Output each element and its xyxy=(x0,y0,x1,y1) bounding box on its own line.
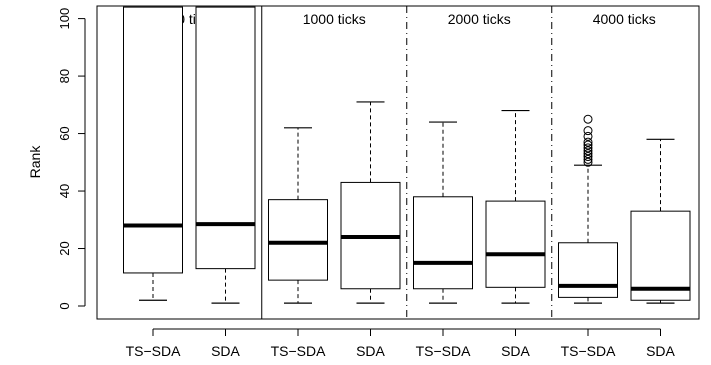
y-tick-label: 20 xyxy=(57,241,72,255)
group-label: 2000 ticks xyxy=(448,11,511,27)
x-tick-label: TS−SDA xyxy=(561,343,617,359)
box xyxy=(413,196,473,290)
x-tick-label: TS−SDA xyxy=(271,343,327,359)
outlier-point xyxy=(583,146,593,156)
x-tick-label: SDA xyxy=(211,343,240,359)
x-tick-label: SDA xyxy=(356,343,385,359)
box xyxy=(123,6,183,274)
x-tick-label: SDA xyxy=(501,343,530,359)
box xyxy=(630,210,691,301)
outlier-point xyxy=(583,143,593,153)
y-tick-label: 0 xyxy=(57,302,72,309)
outlier-point xyxy=(583,149,593,159)
outlier-point xyxy=(583,137,593,147)
group-label: 4000 ticks xyxy=(593,11,656,27)
x-tick-label: TS−SDA xyxy=(126,343,182,359)
plot-frame xyxy=(96,5,700,320)
y-tick-label: 40 xyxy=(57,184,72,198)
x-axis: TS−SDA SDA TS−SDA SDA TS−SDA SDA TS−SDA SDA xyxy=(126,328,676,359)
outlier-point xyxy=(583,131,593,141)
outlier-point xyxy=(583,126,593,136)
y-tick-label: 100 xyxy=(57,8,72,30)
y-axis-label: Rank xyxy=(27,145,43,179)
box xyxy=(268,199,328,281)
box xyxy=(195,6,256,270)
box xyxy=(558,242,618,298)
group-separators xyxy=(261,6,553,319)
outlier-point xyxy=(583,152,593,162)
y-axis: 0 20 40 60 80 100 xyxy=(57,8,86,310)
outlier-point xyxy=(583,114,593,124)
y-tick-label: 60 xyxy=(57,126,72,140)
x-tick-label: SDA xyxy=(646,343,675,359)
box xyxy=(485,200,546,288)
outlier-point xyxy=(583,140,593,150)
y-tick-label: 80 xyxy=(57,69,72,83)
x-tick-label: TS−SDA xyxy=(416,343,472,359)
outlier-point xyxy=(583,154,593,164)
group-label: 1000 ticks xyxy=(303,11,366,27)
outlier-point xyxy=(583,157,593,167)
boxes xyxy=(123,6,691,304)
